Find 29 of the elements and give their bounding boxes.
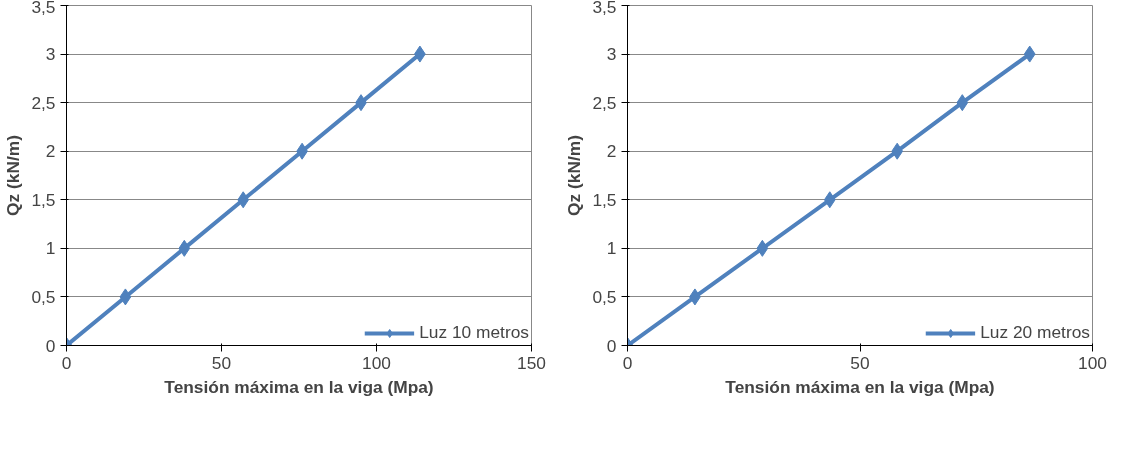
legend-label: Luz 20 metros [980, 322, 1090, 343]
y-tick-label: 2 [45, 141, 56, 162]
y-tick-label: 1 [45, 238, 56, 259]
x-tick-label: 50 [850, 352, 870, 373]
x-tick-label: 100 [362, 352, 391, 373]
x-axis-title: Tensión máxima en la viga (Mpa) [164, 376, 434, 397]
legend-label: Luz 10 metros [419, 322, 529, 343]
y-tick-label: 0,5 [31, 286, 56, 307]
y-tick-label: 2,5 [31, 92, 56, 113]
y-tick-label: 0 [606, 335, 617, 356]
y-tick-label: 1 [606, 238, 617, 259]
x-tick-label: 0 [61, 352, 72, 373]
y-tick-label: 2 [606, 141, 617, 162]
y-tick-label: 0 [45, 335, 56, 356]
x-tick-label: 0 [622, 352, 633, 373]
x-tick-label: 50 [211, 352, 232, 373]
y-tick-label: 0,5 [592, 286, 617, 307]
x-tick-label: 100 [1078, 352, 1107, 373]
x-axis-title: Tensión máxima en la viga (Mpa) [725, 376, 995, 397]
y-tick-label: 1,5 [592, 189, 617, 210]
y-axis-title: Qz (kN/m) [3, 135, 24, 216]
y-tick-label: 1,5 [31, 189, 56, 210]
y-tick-label: 3 [606, 44, 617, 65]
y-tick-label: 2,5 [592, 92, 617, 113]
x-tick-label: 150 [517, 352, 546, 373]
y-tick-label: 3,5 [31, 0, 56, 17]
y-tick-label: 3 [45, 44, 56, 65]
y-axis-title: Qz (kN/m) [564, 135, 585, 216]
y-tick-label: 3,5 [592, 0, 617, 17]
